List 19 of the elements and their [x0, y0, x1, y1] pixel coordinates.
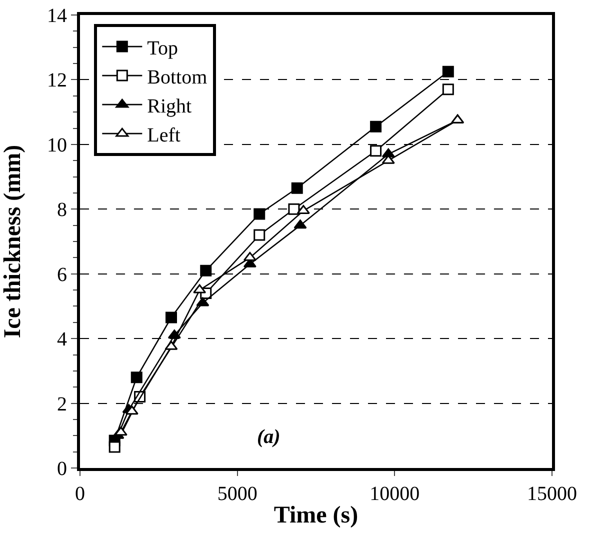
y-tick-label: 6	[57, 264, 67, 286]
legend-label: Left	[147, 124, 181, 146]
legend-label: Bottom	[147, 66, 208, 88]
x-tick-label: 15000	[527, 483, 577, 505]
x-tick-label: 0	[75, 483, 85, 505]
y-tick-label: 8	[57, 199, 67, 222]
annotation: (a)	[257, 426, 280, 448]
y-tick-label: 10	[47, 134, 67, 156]
x-tick-label: 5000	[217, 483, 258, 505]
y-axis-title: Ice thickness (mm)	[0, 144, 26, 338]
y-tick-label: 12	[47, 70, 67, 92]
y-tick-label: 0	[57, 458, 67, 480]
y-tick-label: 4	[57, 328, 67, 351]
legend-label: Right	[147, 95, 192, 118]
y-tick-label: 2	[57, 393, 67, 416]
x-axis-title: Time (s)	[274, 502, 358, 528]
y-tick-label: 14	[47, 5, 67, 27]
x-tick-label: 10000	[370, 483, 420, 505]
legend-label: Top	[147, 37, 178, 60]
